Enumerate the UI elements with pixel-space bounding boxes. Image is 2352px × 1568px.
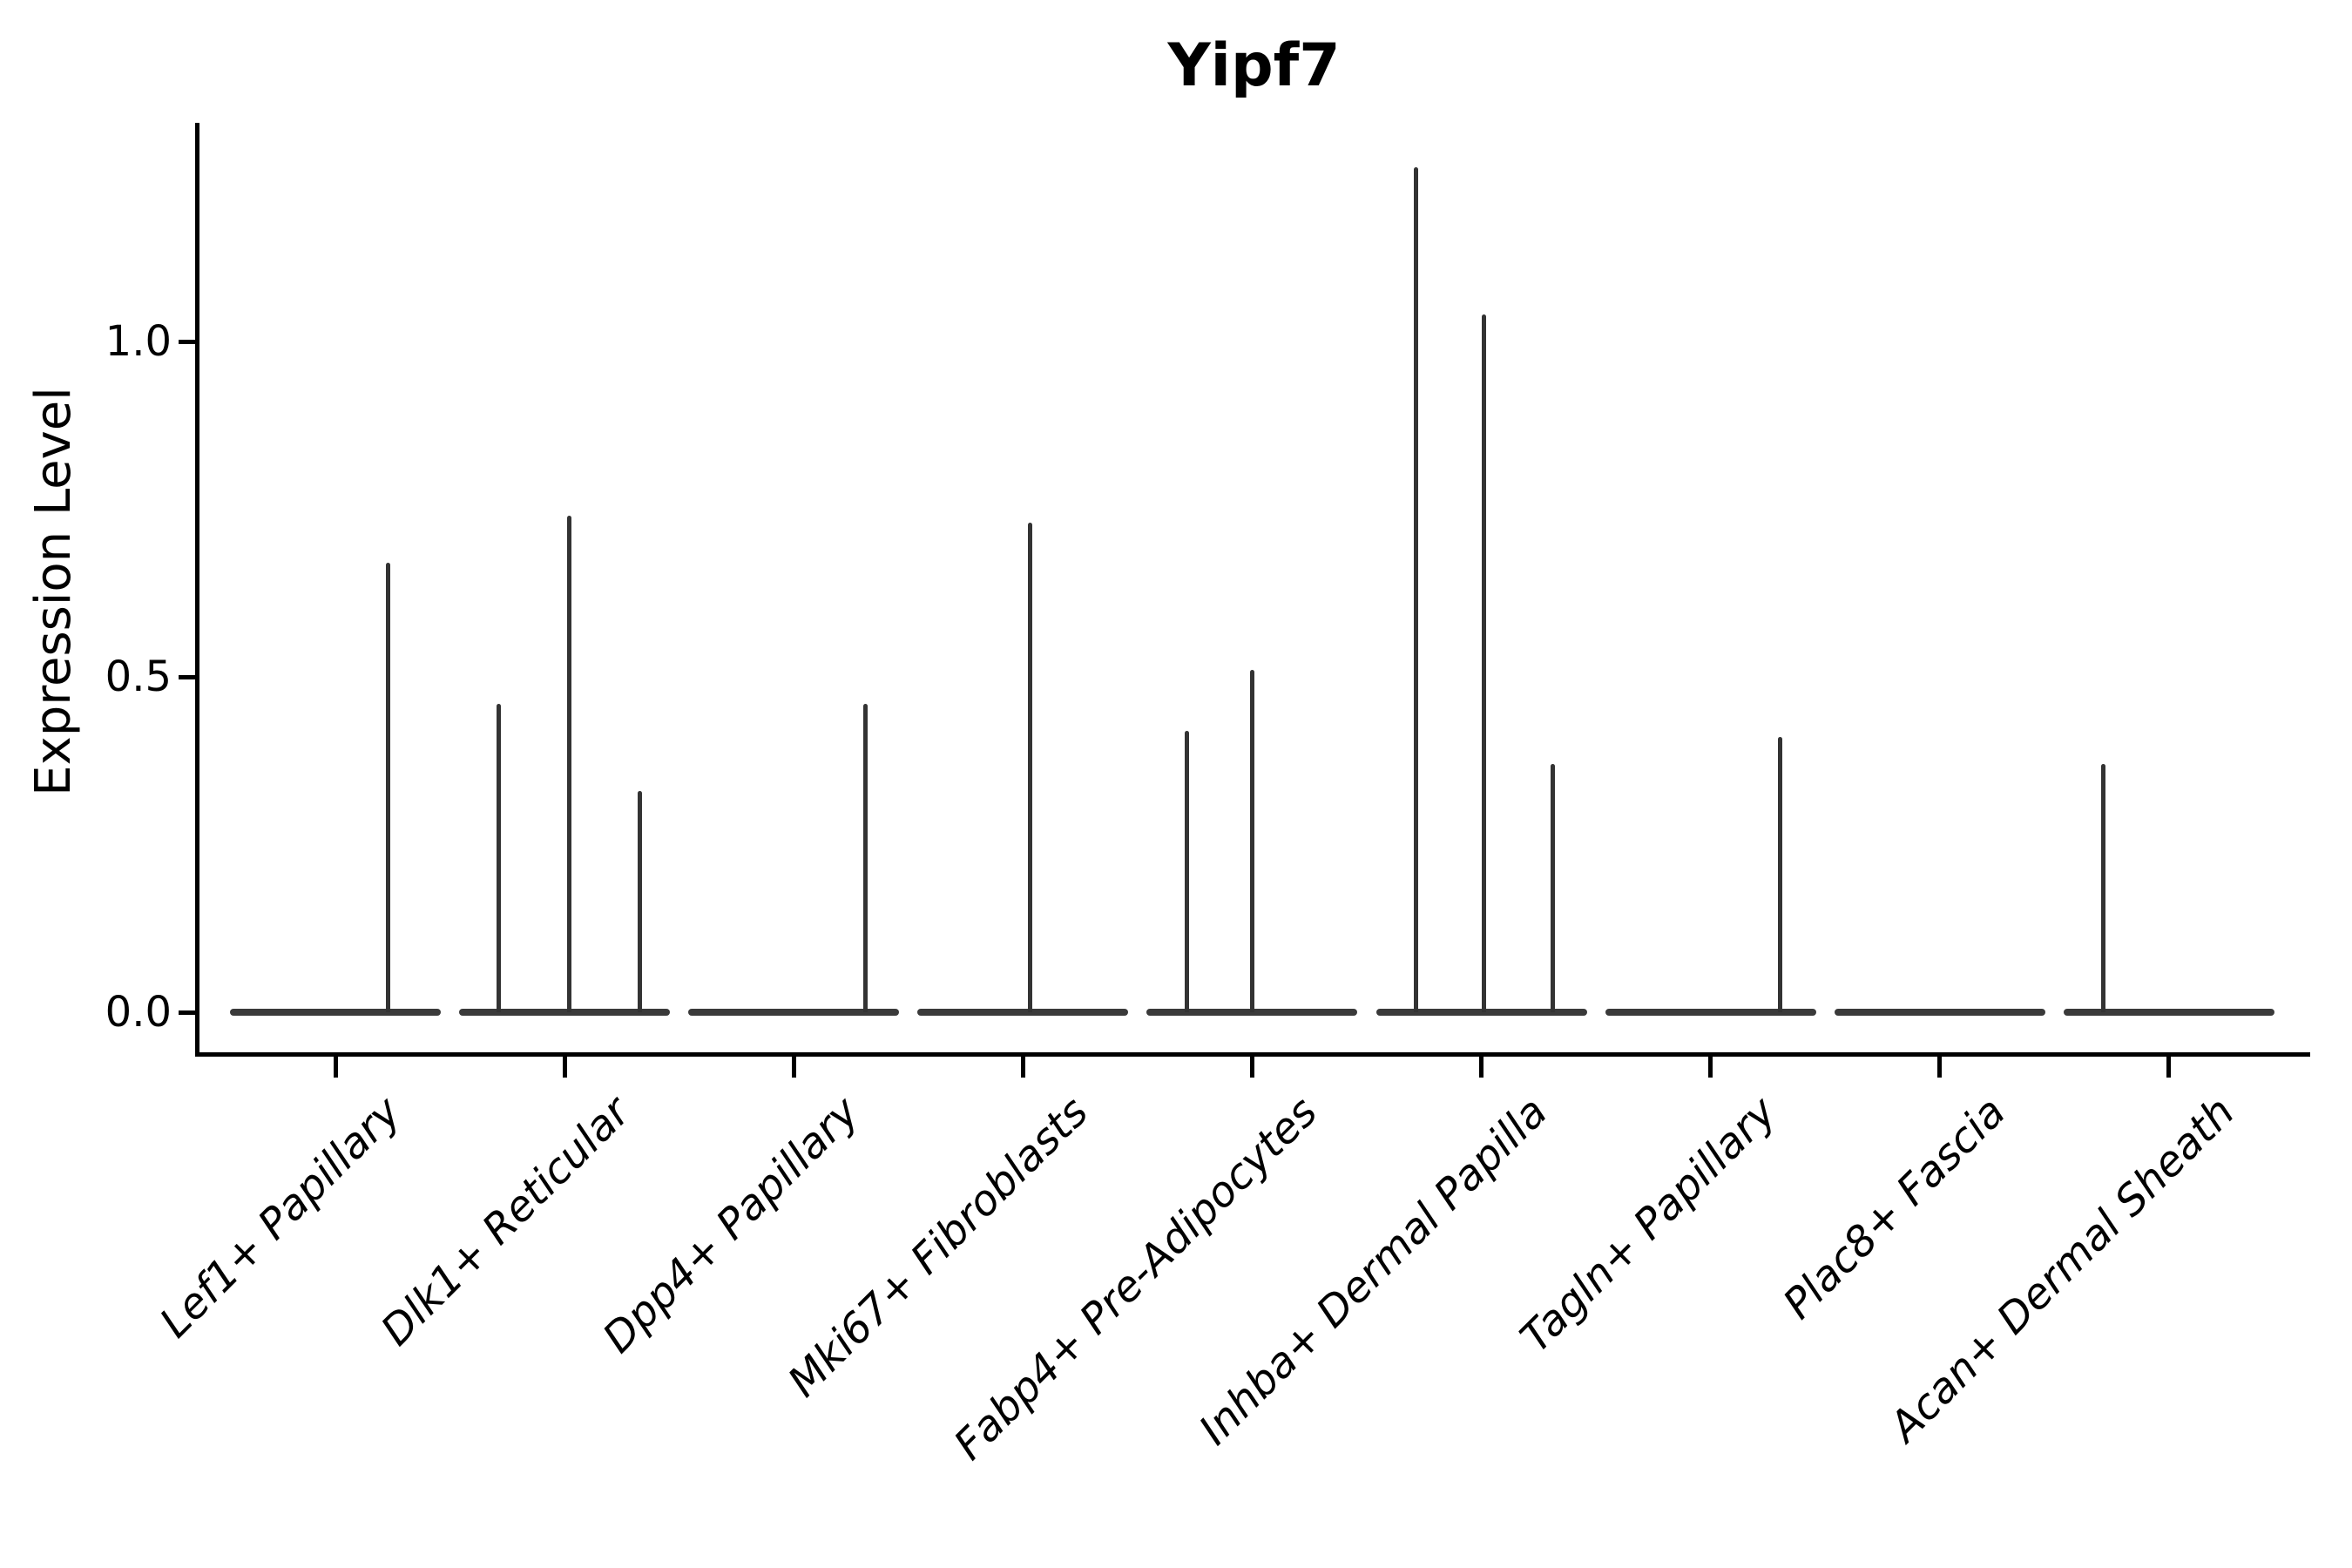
y-axis-label: Expression Level	[25, 387, 82, 796]
x-tick	[2166, 1057, 2172, 1078]
x-tick	[333, 1057, 338, 1078]
y-tick-label-0.5: 0.5	[105, 652, 172, 701]
violin-spike	[637, 790, 642, 1012]
violin-spike	[1414, 166, 1418, 1012]
plot-title: Yipf7	[1167, 31, 1341, 100]
violin-spike	[1249, 670, 1254, 1012]
x-tick	[1249, 1057, 1254, 1078]
violin-spike	[1482, 314, 1486, 1012]
y-tick-0.5	[179, 675, 198, 679]
violin-body	[459, 1009, 671, 1016]
violin-body	[1605, 1009, 1816, 1016]
violin-spike	[1184, 730, 1189, 1012]
violin-body	[688, 1009, 900, 1016]
violin-body	[2063, 1009, 2274, 1016]
y-tick-0.0	[179, 1010, 198, 1015]
x-tick	[562, 1057, 567, 1078]
violin-spike	[496, 703, 501, 1012]
violin-spike	[2101, 764, 2106, 1012]
violin-spike	[1778, 737, 1783, 1012]
y-tick-label-0.0: 0.0	[105, 988, 172, 1037]
violin-body	[1375, 1009, 1587, 1016]
violin-spike	[566, 516, 571, 1012]
x-tick	[1937, 1057, 1943, 1078]
y-tick-1.0	[179, 340, 198, 344]
y-axis-spine	[195, 123, 199, 1057]
violin-spike	[1027, 522, 1032, 1012]
x-axis-spine	[195, 1052, 2310, 1057]
x-tick	[1708, 1057, 1713, 1078]
violin-body	[230, 1009, 441, 1016]
violin-body	[1834, 1009, 2045, 1016]
x-tick	[1020, 1057, 1025, 1078]
violin-spike	[1551, 764, 1555, 1012]
violin-body	[917, 1009, 1129, 1016]
violin-spike	[385, 563, 390, 1012]
violin-spike	[862, 703, 868, 1012]
y-tick-label-1.0: 1.0	[105, 317, 172, 366]
x-tick	[1479, 1057, 1484, 1078]
violin-body	[1146, 1009, 1358, 1016]
x-tick	[791, 1057, 796, 1078]
